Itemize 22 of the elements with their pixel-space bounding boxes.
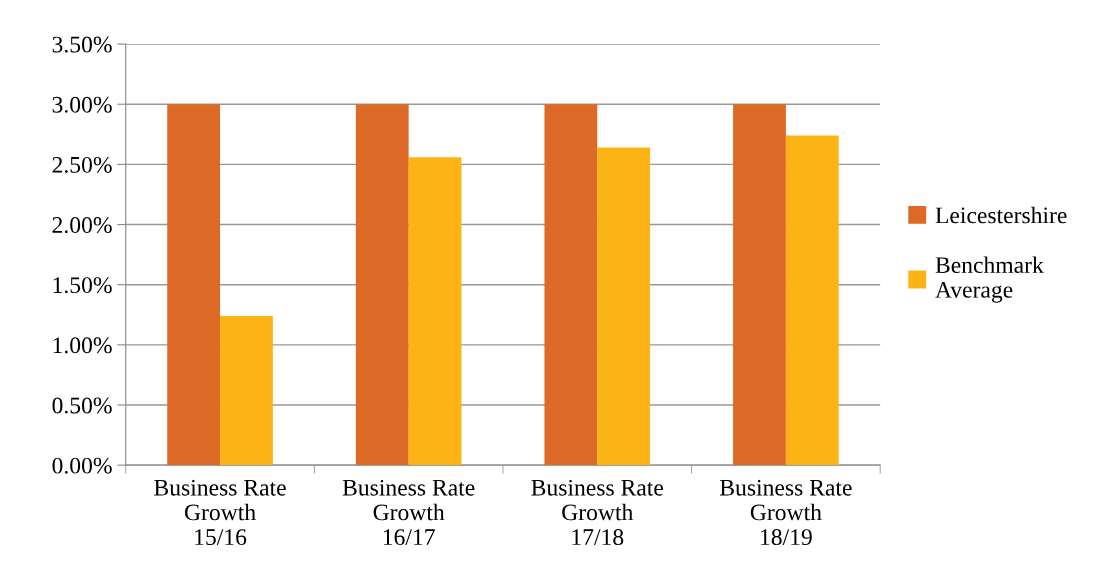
bar (408, 157, 462, 466)
bar (733, 104, 786, 466)
y-tick-label: 1.50% (53, 277, 112, 294)
y-tick-label: 0.00% (52, 457, 112, 474)
x-tick-label: Business Rate Growth 18/19 (719, 479, 852, 546)
y-tick-label: 2.50% (52, 156, 112, 173)
y-tick-label: 1.00% (53, 337, 112, 354)
y-tick-label: 0.50% (52, 397, 112, 414)
bar (597, 147, 651, 466)
y-tick-label: 2.00% (52, 217, 112, 234)
bar (355, 104, 409, 466)
x-tick-label: Business Rate Growth 16/17 (342, 479, 475, 546)
bar (167, 104, 221, 466)
y-tick-label: 3.00% (52, 96, 112, 113)
legend-label: Benchmark Average (935, 256, 1044, 303)
y-tick-label: 3.50% (52, 36, 112, 53)
legend-label: Leicestershire (935, 206, 1067, 224)
x-tick-label: Business Rate Growth 15/16 (154, 479, 286, 546)
bar (544, 104, 598, 466)
bar (785, 135, 839, 466)
bar (220, 315, 273, 466)
x-tick-label: Business Rate Growth 17/18 (531, 479, 664, 546)
